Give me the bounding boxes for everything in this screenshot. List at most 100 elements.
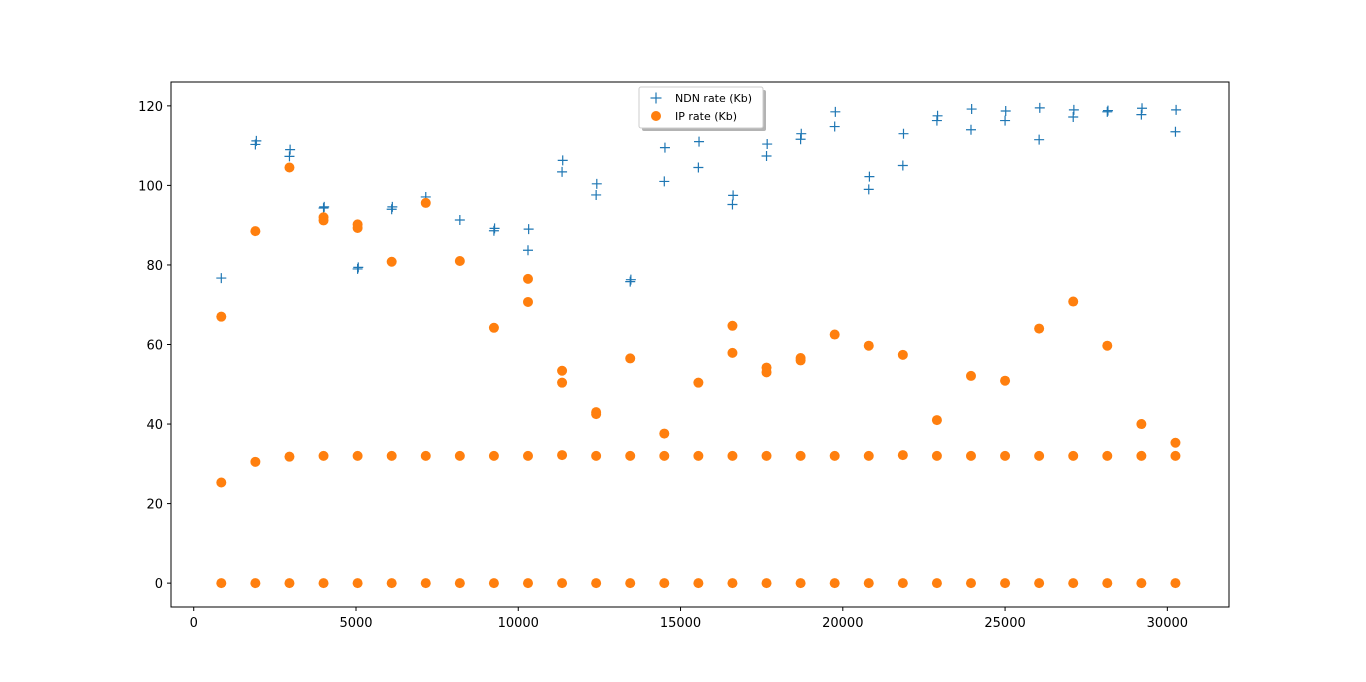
legend-label-ip: IP rate (Kb) [675, 110, 737, 123]
ndn-rate-point [694, 136, 705, 147]
ip-rate-point [1170, 437, 1181, 448]
legend-box [638, 86, 764, 129]
ip-rate-point [557, 377, 568, 388]
ip-rate-point [693, 578, 704, 589]
ip-rate-point [1068, 296, 1079, 307]
ndn-rate-point [829, 121, 840, 132]
ip-rate-point [352, 578, 363, 589]
ip-rate-point [557, 578, 568, 589]
ip-rate-point [522, 578, 533, 589]
x-tick-label: 30000 [1147, 616, 1188, 631]
ip-rate-point [1000, 375, 1011, 386]
ip-rate-point [591, 450, 602, 461]
ip-rate-point [557, 365, 568, 376]
ip-rate-point [591, 578, 602, 589]
ip-rate-point [216, 311, 227, 322]
ip-rate-point [216, 578, 227, 589]
ndn-rate-point [1170, 126, 1181, 137]
ndn-rate-point [1068, 112, 1079, 122]
ndn-rate-point [285, 144, 296, 155]
ip-rate-point [1102, 340, 1113, 351]
ip-rate-point [795, 578, 806, 589]
ip-rate-point [1170, 450, 1181, 461]
ndn-rate-point [693, 162, 704, 173]
y-tick-label: 100 [138, 179, 163, 194]
ndn-rate-point [523, 224, 534, 235]
ip-rate-point [863, 450, 874, 461]
plot-marks [216, 102, 1182, 589]
ndn-rate-point [318, 203, 329, 214]
ip-rate-point [625, 353, 636, 364]
ip-rate-point [761, 578, 772, 589]
ip-rate-point [557, 450, 568, 461]
ndn-rate-point [625, 276, 636, 287]
ip-rate-point [591, 407, 602, 418]
ip-rate-point [488, 322, 499, 333]
ip-rate-point [829, 578, 840, 589]
ip-rate-point [284, 578, 295, 589]
ndn-rate-point [557, 155, 568, 166]
ip-rate-point [863, 340, 874, 351]
ndn-rate-point [522, 245, 533, 256]
ndn-rate-point [659, 142, 670, 153]
ndn-rate-point [1000, 106, 1011, 117]
ip-rate-point [761, 450, 772, 461]
series-ip-rate [216, 162, 1181, 589]
ip-rate-point [931, 415, 942, 426]
ip-rate-point [454, 450, 465, 461]
ip-rate-point [1034, 450, 1045, 461]
ndn-rate-point [353, 262, 364, 273]
ip-rate-point [488, 578, 499, 589]
x-tick-label: 5000 [339, 616, 372, 631]
x-tick-label: 0 [190, 616, 198, 631]
ndn-rate-point [830, 106, 841, 117]
ip-rate-point [250, 226, 261, 237]
legend-label-ndn: NDN rate (Kb) [675, 92, 752, 105]
ip-rate-point [625, 450, 636, 461]
ndn-rate-point [796, 128, 807, 139]
ip-rate-point [1170, 578, 1181, 589]
ndn-rate-point [728, 190, 739, 201]
ip-rate-point [1136, 578, 1147, 589]
ip-rate-point [420, 197, 431, 208]
ip-rate-point [1034, 578, 1045, 589]
y-tick-label: 20 [146, 498, 163, 513]
ip-rate-point [522, 296, 533, 307]
ip-rate-point [829, 329, 840, 340]
y-tick-label: 80 [146, 259, 163, 274]
ndn-rate-point [216, 273, 227, 284]
ndn-rate-point [1000, 115, 1011, 126]
ip-rate-point [318, 212, 329, 223]
ndn-rate-point [1137, 103, 1148, 114]
legend: NDN rate (Kb) IP rate (Kb) [638, 86, 766, 131]
ip-rate-point [284, 162, 295, 173]
ip-rate-point [727, 320, 738, 331]
ip-rate-point [897, 349, 908, 360]
ndn-rate-point [591, 189, 602, 200]
ndn-rate-point [557, 166, 568, 177]
ip-rate-point [727, 450, 738, 461]
series-ndn-rate [216, 102, 1182, 287]
ndn-rate-point [251, 135, 262, 146]
ndn-rate-point [1068, 104, 1079, 115]
y-tick-label: 60 [146, 339, 163, 354]
y-tick-label: 0 [155, 577, 163, 592]
ip-rate-point [284, 451, 295, 462]
x-axis: 0 5000 10000 15000 20000 25000 30000 [190, 607, 1188, 631]
ip-rate-point [965, 578, 976, 589]
ndn-rate-point [1171, 104, 1182, 115]
ip-rate-point [386, 450, 397, 461]
ndn-rate-point [454, 215, 465, 226]
ndn-rate-point [762, 139, 773, 150]
ndn-rate-point [1136, 109, 1147, 120]
ip-rate-point [386, 578, 397, 589]
ndn-rate-point [864, 171, 875, 182]
legend-marker-ndn [650, 92, 662, 104]
ndn-rate-point [931, 115, 942, 126]
ndn-rate-point [897, 160, 908, 171]
ndn-rate-point [863, 184, 874, 195]
ndn-rate-point [488, 225, 499, 236]
ndn-rate-point [1034, 102, 1045, 113]
ip-rate-point [659, 428, 670, 439]
